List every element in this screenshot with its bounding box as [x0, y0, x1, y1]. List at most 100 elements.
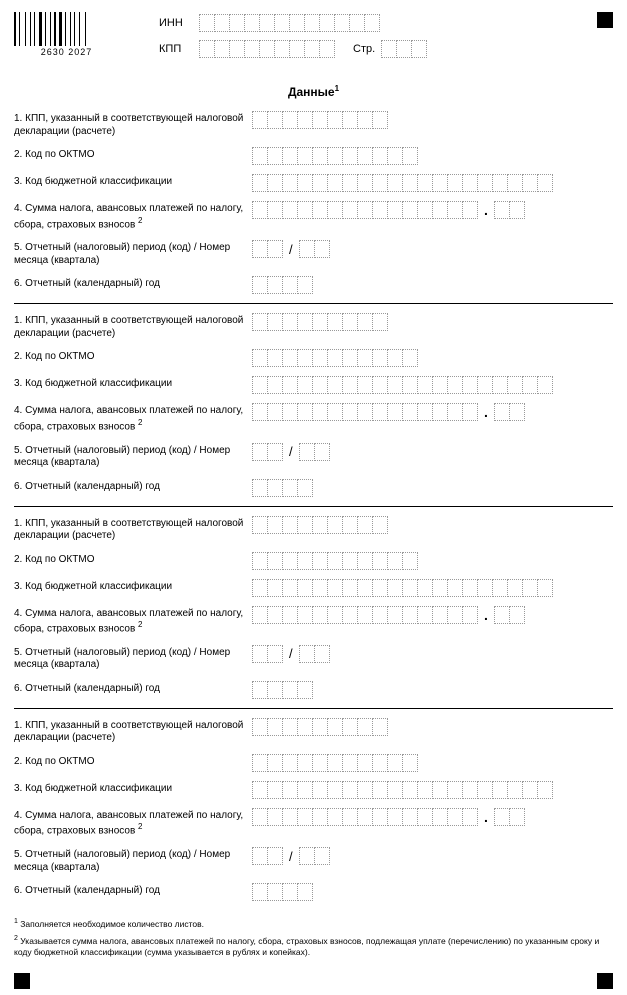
input-cell[interactable] — [357, 606, 373, 624]
input-cell[interactable] — [297, 579, 313, 597]
input-cell[interactable] — [244, 14, 260, 32]
input-cell[interactable] — [252, 240, 268, 258]
input-cell[interactable] — [267, 479, 283, 497]
input-cell[interactable] — [282, 883, 298, 901]
input-cell[interactable] — [522, 781, 538, 799]
input-cell[interactable] — [282, 808, 298, 826]
input-cell[interactable] — [509, 808, 525, 826]
input-cell[interactable] — [214, 40, 230, 58]
input-cell[interactable] — [297, 781, 313, 799]
input-cell[interactable] — [314, 847, 330, 865]
input-cell[interactable] — [327, 516, 343, 534]
input-cell[interactable] — [282, 313, 298, 331]
input-cell[interactable] — [282, 376, 298, 394]
input-cell[interactable] — [297, 111, 313, 129]
input-cell[interactable] — [432, 781, 448, 799]
input-cell[interactable] — [507, 174, 523, 192]
input-cell[interactable] — [342, 754, 358, 772]
input-cell[interactable] — [252, 718, 268, 736]
input-cell[interactable] — [432, 403, 448, 421]
input-cell[interactable] — [396, 40, 412, 58]
input-cell[interactable] — [267, 276, 283, 294]
input-cell[interactable] — [267, 718, 283, 736]
input-cell[interactable] — [312, 579, 328, 597]
input-cell[interactable] — [447, 781, 463, 799]
input-cell[interactable] — [387, 579, 403, 597]
input-cell[interactable] — [267, 781, 283, 799]
input-cell[interactable] — [267, 645, 283, 663]
input-cell[interactable] — [507, 376, 523, 394]
input-cell[interactable] — [417, 781, 433, 799]
input-cell[interactable] — [342, 313, 358, 331]
input-cell[interactable] — [327, 781, 343, 799]
input-cell[interactable] — [312, 147, 328, 165]
input-cell[interactable] — [357, 808, 373, 826]
input-cell[interactable] — [252, 552, 268, 570]
input-cell[interactable] — [342, 808, 358, 826]
input-cell[interactable] — [314, 240, 330, 258]
input-cell[interactable] — [312, 111, 328, 129]
input-cell[interactable] — [357, 754, 373, 772]
input-cell[interactable] — [299, 240, 315, 258]
input-cell[interactable] — [357, 201, 373, 219]
input-cell[interactable] — [342, 111, 358, 129]
input-cell[interactable] — [402, 781, 418, 799]
input-cell[interactable] — [297, 201, 313, 219]
input-cell[interactable] — [312, 403, 328, 421]
input-cell[interactable] — [297, 754, 313, 772]
input-cell[interactable] — [267, 579, 283, 597]
input-cell[interactable] — [252, 174, 268, 192]
input-cell[interactable] — [357, 781, 373, 799]
input-cell[interactable] — [312, 781, 328, 799]
input-cell[interactable] — [372, 174, 388, 192]
input-cell[interactable] — [259, 40, 275, 58]
input-cell[interactable] — [357, 349, 373, 367]
input-cell[interactable] — [282, 606, 298, 624]
input-cell[interactable] — [357, 403, 373, 421]
input-cell[interactable] — [297, 276, 313, 294]
input-cell[interactable] — [432, 606, 448, 624]
input-cell[interactable] — [402, 754, 418, 772]
input-cell[interactable] — [297, 552, 313, 570]
input-cell[interactable] — [477, 579, 493, 597]
input-cell[interactable] — [342, 201, 358, 219]
input-cell[interactable] — [372, 808, 388, 826]
input-cell[interactable] — [274, 40, 290, 58]
input-cell[interactable] — [462, 403, 478, 421]
input-cell[interactable] — [267, 606, 283, 624]
input-cell[interactable] — [402, 552, 418, 570]
input-cell[interactable] — [327, 201, 343, 219]
input-cell[interactable] — [267, 808, 283, 826]
input-cell[interactable] — [494, 403, 510, 421]
input-cell[interactable] — [297, 147, 313, 165]
input-cell[interactable] — [314, 645, 330, 663]
input-cell[interactable] — [357, 579, 373, 597]
input-cell[interactable] — [267, 349, 283, 367]
input-cell[interactable] — [372, 606, 388, 624]
input-cell[interactable] — [282, 516, 298, 534]
input-cell[interactable] — [267, 403, 283, 421]
input-cell[interactable] — [402, 174, 418, 192]
input-cell[interactable] — [282, 552, 298, 570]
input-cell[interactable] — [342, 147, 358, 165]
input-cell[interactable] — [297, 313, 313, 331]
input-cell[interactable] — [411, 40, 427, 58]
input-cell[interactable] — [252, 681, 268, 699]
input-cell[interactable] — [342, 376, 358, 394]
input-cell[interactable] — [282, 718, 298, 736]
input-cell[interactable] — [342, 516, 358, 534]
input-cell[interactable] — [447, 174, 463, 192]
input-cell[interactable] — [387, 147, 403, 165]
input-cell[interactable] — [312, 808, 328, 826]
input-cell[interactable] — [299, 645, 315, 663]
input-cell[interactable] — [387, 174, 403, 192]
input-cell[interactable] — [462, 579, 478, 597]
input-cell[interactable] — [312, 606, 328, 624]
input-cell[interactable] — [252, 606, 268, 624]
input-cell[interactable] — [417, 808, 433, 826]
input-cell[interactable] — [357, 376, 373, 394]
input-cell[interactable] — [402, 376, 418, 394]
input-cell[interactable] — [267, 681, 283, 699]
input-cell[interactable] — [537, 579, 553, 597]
input-cell[interactable] — [372, 403, 388, 421]
